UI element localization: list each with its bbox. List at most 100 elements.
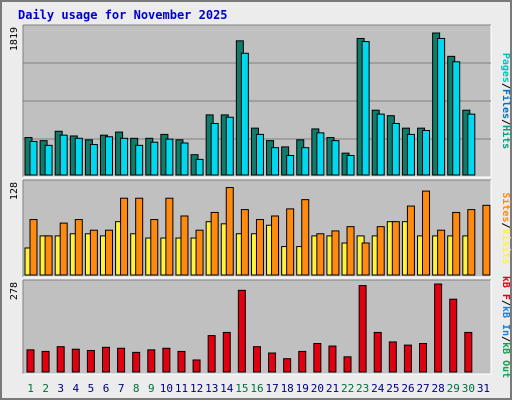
sites-bar <box>89 229 98 276</box>
files-bar <box>437 37 446 176</box>
files-bar <box>331 140 340 176</box>
files-bar <box>180 142 189 176</box>
sites-bar <box>346 226 355 276</box>
day-tick-label: 18 <box>281 382 294 395</box>
day-tick-label: 1 <box>27 382 34 395</box>
sites-bar <box>150 219 159 276</box>
files-bar <box>89 144 98 176</box>
kb-bar <box>86 349 95 373</box>
hits-panel-axis-title: Pages/Files/Hits <box>500 53 512 149</box>
sites-bar <box>467 209 476 276</box>
kb-panel-axis-title-part-3: kB In <box>500 306 511 336</box>
day-tick-label: 28 <box>432 382 445 395</box>
sites-bar <box>361 242 370 276</box>
day-tick-label: 23 <box>356 382 369 395</box>
sites-bar <box>422 190 431 276</box>
day-tick-label: 17 <box>265 382 278 395</box>
day-tick-label: 26 <box>401 382 414 395</box>
kb-bar <box>71 348 80 373</box>
files-bar <box>391 122 400 176</box>
kb-bar <box>298 350 307 373</box>
files-bar <box>150 141 159 176</box>
visits-panel-axis-title: Sites/Visits <box>500 192 512 264</box>
day-tick-label: 27 <box>416 382 429 395</box>
kb-bar <box>192 359 201 373</box>
sites-bar <box>44 235 53 276</box>
files-bar <box>376 113 385 176</box>
kb-panel-axis-title-part-4: / <box>500 336 511 342</box>
day-tick-label: 9 <box>148 382 155 395</box>
files-bar <box>135 144 144 176</box>
day-tick-label: 19 <box>296 382 309 395</box>
hits-panel-axis-title-part-2: / <box>500 83 511 89</box>
day-tick-label: 14 <box>220 382 234 395</box>
kb-bar <box>56 346 65 373</box>
files-bar <box>59 134 68 176</box>
sites-bar <box>437 229 446 276</box>
hits-panel-axis-title-part-4: / <box>500 119 511 125</box>
files-bar <box>74 137 83 176</box>
files-bar <box>165 138 174 176</box>
day-tick-label: 25 <box>386 382 399 395</box>
sites-bar <box>120 197 129 276</box>
sites-bar <box>286 208 295 276</box>
files-bar <box>316 132 325 176</box>
day-tick-label: 12 <box>190 382 203 395</box>
day-tick-label: 7 <box>118 382 125 395</box>
files-bar <box>346 154 355 176</box>
day-tick-label: 21 <box>326 382 339 395</box>
files-bar <box>301 147 310 176</box>
kb-bar <box>207 335 216 373</box>
sites-bar <box>331 230 340 276</box>
kb-panel-axis-title-part-1: kB F <box>500 276 511 300</box>
sites-bar <box>225 187 234 276</box>
kb-bar <box>464 331 473 373</box>
kb-bar <box>434 283 443 373</box>
sites-bar <box>180 215 189 276</box>
files-bar <box>44 144 53 176</box>
day-tick-label: 15 <box>235 382 248 395</box>
day-tick-label: 22 <box>341 382 354 395</box>
kb-panel-axis-title: kB F/kB In/kB Out <box>500 276 511 378</box>
kb-bar <box>117 347 126 373</box>
sites-bar <box>482 204 491 276</box>
kb-bar <box>222 331 231 373</box>
visits-panel-axis-title-part-1: Sites <box>500 192 512 222</box>
kb-bar <box>313 343 322 373</box>
day-tick-label: 31 <box>477 382 490 395</box>
files-bar <box>240 52 249 176</box>
kb-panel-axis-title-part-5: kB Out <box>500 342 511 378</box>
kb-bar <box>177 350 186 373</box>
visits-panel-axis-title-part-3: Visits <box>500 229 512 265</box>
hits-panel-axis-title-part-1: Pages <box>500 53 511 83</box>
day-tick-label: 20 <box>311 382 324 395</box>
sites-bar <box>452 211 461 276</box>
day-tick-label: 13 <box>205 382 218 395</box>
kb-bar <box>147 349 156 373</box>
sites-bar <box>240 209 249 276</box>
files-bar <box>452 61 461 176</box>
day-tick-label: 5 <box>88 382 95 395</box>
sites-bar <box>301 199 310 276</box>
sites-bar <box>74 219 83 276</box>
kb-bar <box>373 331 382 373</box>
kb-bar <box>343 356 352 373</box>
files-bar <box>255 133 264 176</box>
files-bar <box>422 130 431 176</box>
day-tick-label: 30 <box>462 382 475 395</box>
hits-panel-max-label: 1819 <box>9 27 20 51</box>
kb-bar <box>388 341 397 373</box>
kb-bar <box>26 349 35 373</box>
kb-bar <box>132 351 141 373</box>
sites-bar <box>406 205 415 276</box>
day-tick-label: 29 <box>447 382 460 395</box>
sites-bar <box>104 229 113 276</box>
files-bar <box>210 122 219 176</box>
day-tick-label: 10 <box>160 382 173 395</box>
kb-bar <box>162 347 171 373</box>
kb-bar <box>101 346 110 373</box>
sites-bar <box>255 219 264 276</box>
sites-bar <box>135 197 144 276</box>
sites-bar <box>376 226 385 276</box>
